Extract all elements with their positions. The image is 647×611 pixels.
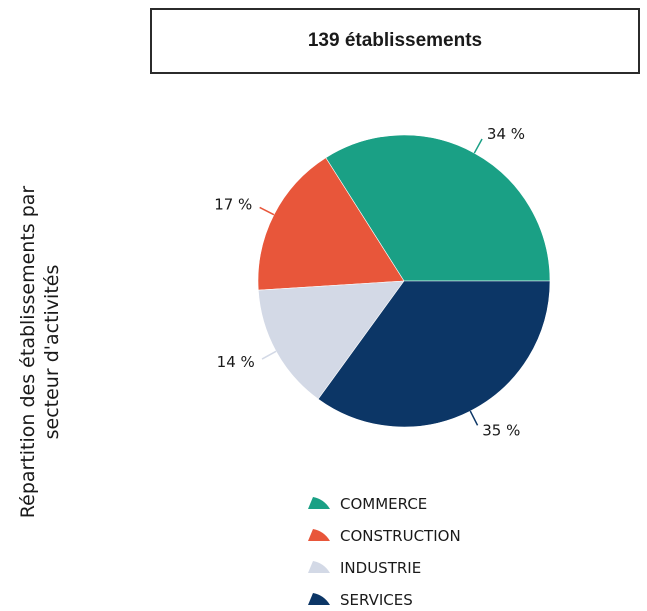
pie-slice-industrie xyxy=(257,280,405,400)
legend-label-industrie: INDUSTRIE xyxy=(340,559,421,577)
leader-line-construction xyxy=(259,206,275,216)
percent-labels: 34 % 17 % 14 % 35 % xyxy=(214,125,525,440)
pie-slices xyxy=(257,134,551,428)
pie-slice-services xyxy=(317,280,551,428)
leader-line-industrie xyxy=(261,350,277,360)
label-leaders xyxy=(259,138,483,426)
leader-line-commerce xyxy=(473,138,483,154)
legend: COMMERCE CONSTRUCTION INDUSTRIE SERVICES xyxy=(308,495,461,609)
percent-label-industrie: 14 % xyxy=(217,353,255,371)
legend-label-commerce: COMMERCE xyxy=(340,495,427,513)
percent-label-construction: 17 % xyxy=(214,196,252,214)
legend-swatch-industrie xyxy=(308,561,330,573)
legend-swatch-construction xyxy=(308,529,330,541)
pie-slice-commerce xyxy=(325,134,551,282)
legend-swatch-services xyxy=(308,593,330,605)
leader-line-services xyxy=(469,410,479,426)
percent-label-commerce: 34 % xyxy=(487,125,525,143)
header-box: 139 établissements xyxy=(150,8,640,74)
legend-label-services: SERVICES xyxy=(340,591,413,609)
legend-swatch-commerce xyxy=(308,497,330,509)
percent-label-services: 35 % xyxy=(482,422,520,440)
chart-count-title: 139 établissements xyxy=(307,30,483,51)
legend-label-construction: CONSTRUCTION xyxy=(340,527,461,545)
